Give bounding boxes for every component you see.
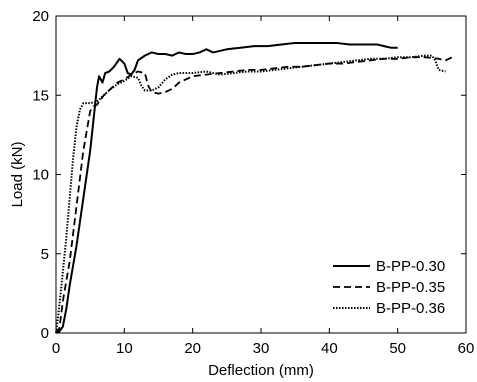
y-tick-label: 0 xyxy=(41,325,49,342)
legend-label: B-PP-0.35 xyxy=(376,279,445,296)
x-tick-labels: 0 10 20 30 40 50 60 xyxy=(52,340,475,357)
legend-label: B-PP-0.30 xyxy=(376,258,445,275)
series-line-b-pp-0-36 xyxy=(55,54,446,334)
plot-area-frame xyxy=(55,15,467,334)
series-lines xyxy=(55,41,453,334)
x-tick-label: 40 xyxy=(321,340,338,357)
legend: B-PP-0.30 B-PP-0.35 B-PP-0.36 xyxy=(333,258,445,317)
x-tick-label: 50 xyxy=(389,340,406,357)
y-tick-label: 15 xyxy=(32,87,49,104)
x-tick-label: 30 xyxy=(253,340,270,357)
x-tick-label: 0 xyxy=(52,340,60,357)
x-tick-label: 60 xyxy=(458,340,475,357)
x-tick-label: 10 xyxy=(116,340,133,357)
series-line-b-pp-0-30 xyxy=(55,41,398,334)
y-axis-label: Load (kN) xyxy=(9,142,26,208)
legend-label: B-PP-0.36 xyxy=(376,300,445,317)
y-tick-label: 10 xyxy=(32,167,49,184)
series-line-b-pp-0-35 xyxy=(55,56,453,334)
x-tick-label: 20 xyxy=(184,340,201,357)
y-tick-label: 5 xyxy=(41,246,49,263)
y-tick-label: 20 xyxy=(32,8,49,25)
y-tick-labels: 0 5 10 15 20 xyxy=(32,8,49,342)
x-axis-label: Deflection (mm) xyxy=(208,362,314,379)
